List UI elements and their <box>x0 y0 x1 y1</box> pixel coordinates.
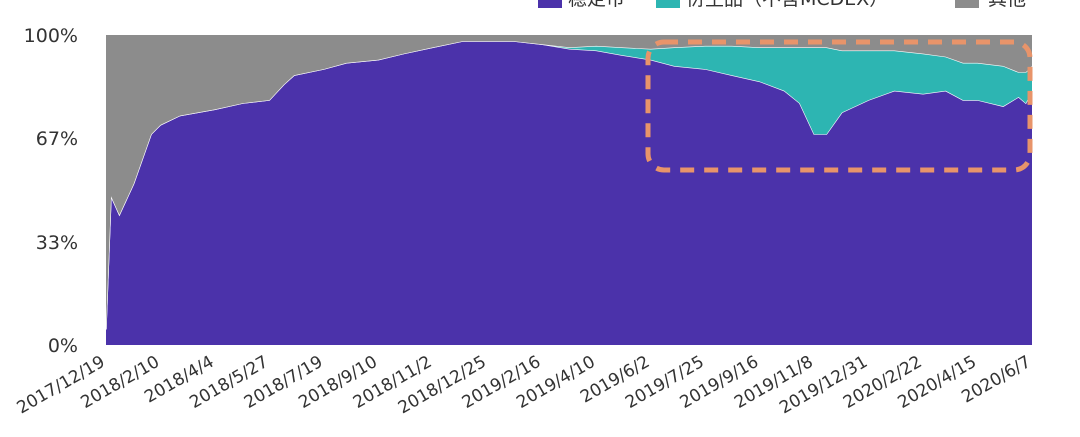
y-axis: 0% 33% 67% 100% <box>24 25 78 357</box>
legend-swatch <box>955 0 979 8</box>
legend-label: 稳定币 <box>568 0 625 10</box>
legend-label: 其他 <box>988 0 1026 10</box>
highlight-dashed-box <box>645 39 1033 173</box>
legend-label: 衍生品（不含MCDEX） <box>686 0 888 10</box>
area-series-0 <box>106 41 1032 345</box>
y-tick-label: 0% <box>48 335 78 357</box>
legend: 稳定币 衍生品（不含MCDEX） 其他 <box>538 0 1026 10</box>
area-series-2 <box>106 35 1032 330</box>
y-tick-label: 67% <box>36 128 78 150</box>
legend-swatch <box>538 0 562 8</box>
y-tick-label: 33% <box>36 232 78 254</box>
legend-swatch <box>656 0 680 8</box>
y-tick-label: 100% <box>24 25 78 47</box>
x-axis: 2017/12/192018/2/102018/4/42018/5/272018… <box>14 352 1035 418</box>
stacked-areas <box>105 35 1033 345</box>
area-series-1 <box>106 41 1032 330</box>
